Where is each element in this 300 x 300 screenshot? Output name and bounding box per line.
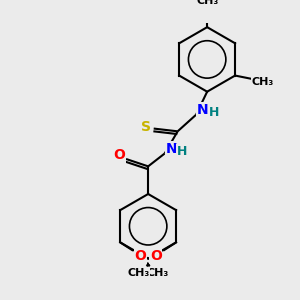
Text: CH₃: CH₃ bbox=[252, 77, 274, 87]
Text: S: S bbox=[141, 120, 151, 134]
Text: CH₃: CH₃ bbox=[196, 0, 218, 6]
Text: N: N bbox=[165, 142, 177, 156]
Text: O: O bbox=[114, 148, 125, 162]
Text: O: O bbox=[150, 249, 162, 263]
Text: H: H bbox=[177, 145, 188, 158]
Text: N: N bbox=[197, 103, 208, 117]
Text: CH₃: CH₃ bbox=[127, 268, 149, 278]
Text: O: O bbox=[135, 249, 146, 263]
Text: CH₃: CH₃ bbox=[147, 268, 169, 278]
Text: H: H bbox=[208, 106, 219, 119]
